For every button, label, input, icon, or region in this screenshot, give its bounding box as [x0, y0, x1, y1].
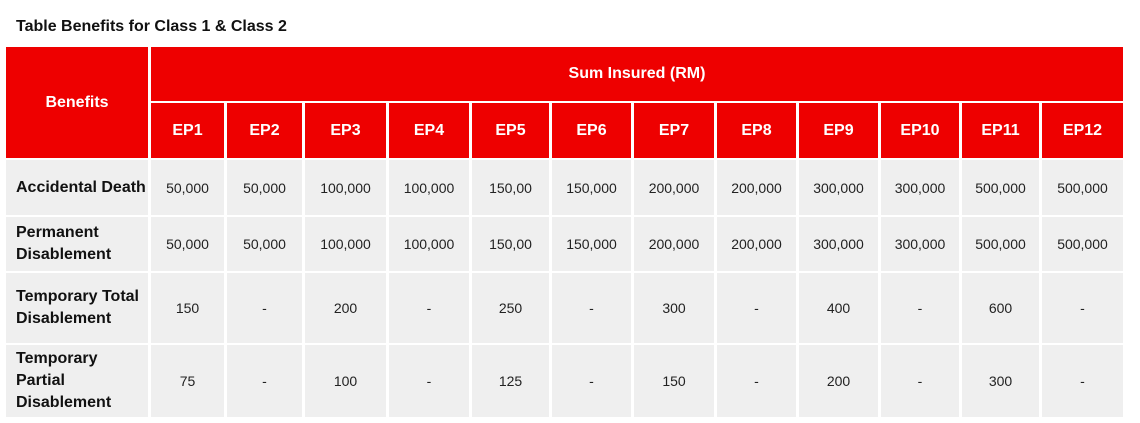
cell: 100 [305, 345, 386, 417]
cell: - [552, 273, 631, 343]
cell: 400 [799, 273, 878, 343]
data-row: Permanent Disablement 50,000 50,000 100,000… [6, 217, 1123, 271]
corner-header: Benefits [6, 47, 148, 158]
cell: 200,000 [717, 160, 796, 215]
cell: 300,000 [799, 160, 878, 215]
column-header: EP10 [881, 103, 959, 158]
cell: 250 [472, 273, 549, 343]
row-label: Accidental Death [6, 160, 148, 215]
cell: 300 [962, 345, 1039, 417]
cell: - [389, 345, 469, 417]
data-row: Temporary Total Disablement 150-200-250-3… [6, 273, 1123, 343]
column-header: EP7 [634, 103, 714, 158]
column-header: EP3 [305, 103, 386, 158]
cell: - [717, 345, 796, 417]
cell: 150 [634, 345, 714, 417]
row-label: Permanent Disablement [6, 217, 148, 271]
cell: - [389, 273, 469, 343]
cell: 200 [799, 345, 878, 417]
benefits-table: Benefits Sum Insured (RM) EP1 EP2 EP3 EP4 EP5 E… [3, 45, 1126, 419]
cell: - [1042, 273, 1123, 343]
cell: 200 [305, 273, 386, 343]
header-row: Benefits Sum Insured (RM) [6, 47, 1123, 158]
cell: 300,000 [799, 217, 878, 271]
group-header: Sum Insured (RM) [151, 47, 1123, 101]
cell: 100,000 [389, 217, 469, 271]
cell: 600 [962, 273, 1039, 343]
cell: 50,000 [151, 217, 224, 271]
cell: 100,000 [305, 217, 386, 271]
header-row: EP1 EP2 EP3 EP4 EP5 EP6 EP7 EP8 EP9 EP10 EP11 EP12 [6, 103, 1123, 158]
cell: - [881, 345, 959, 417]
column-header: EP12 [1042, 103, 1123, 158]
cell: 300 [634, 273, 714, 343]
column-header: EP1 [151, 103, 224, 158]
column-header: EP6 [552, 103, 631, 158]
cell: 500,000 [1042, 217, 1123, 271]
column-header: EP8 [717, 103, 796, 158]
cell: - [881, 273, 959, 343]
cell: - [227, 273, 302, 343]
cell: 500,000 [962, 217, 1039, 271]
column-header: EP11 [962, 103, 1039, 158]
cell: 50,000 [151, 160, 224, 215]
cell: 75 [151, 345, 224, 417]
cell: 50,000 [227, 160, 302, 215]
cell: - [717, 273, 796, 343]
cell: 150,00 [472, 217, 549, 271]
column-header: EP4 [389, 103, 469, 158]
column-header: EP9 [799, 103, 878, 158]
cell: 300,000 [881, 160, 959, 215]
cell: 150,000 [552, 217, 631, 271]
row-label: Temporary Total Disablement [6, 273, 148, 343]
cell: 500,000 [962, 160, 1039, 215]
cell: 125 [472, 345, 549, 417]
cell: 200,000 [634, 160, 714, 215]
table-title: Table Benefits for Class 1 & Class 2 [16, 18, 287, 35]
column-header: EP2 [227, 103, 302, 158]
cell: 50,000 [227, 217, 302, 271]
column-header: EP5 [472, 103, 549, 158]
cell: - [1042, 345, 1123, 417]
cell: 300,000 [881, 217, 959, 271]
cell: - [552, 345, 631, 417]
cell: - [227, 345, 302, 417]
cell: 200,000 [634, 217, 714, 271]
data-row: Accidental Death 50,000 50,000 100,000 100,0… [6, 160, 1123, 215]
row-label: Temporary Partial Disablement [6, 345, 148, 417]
cell: 100,000 [389, 160, 469, 215]
cell: 150,00 [472, 160, 549, 215]
cell: 150,000 [552, 160, 631, 215]
cell: 500,000 [1042, 160, 1123, 215]
cell: 150 [151, 273, 224, 343]
cell: 200,000 [717, 217, 796, 271]
data-row: Temporary Partial Disablement 75-100-125-… [6, 345, 1123, 417]
cell: 100,000 [305, 160, 386, 215]
